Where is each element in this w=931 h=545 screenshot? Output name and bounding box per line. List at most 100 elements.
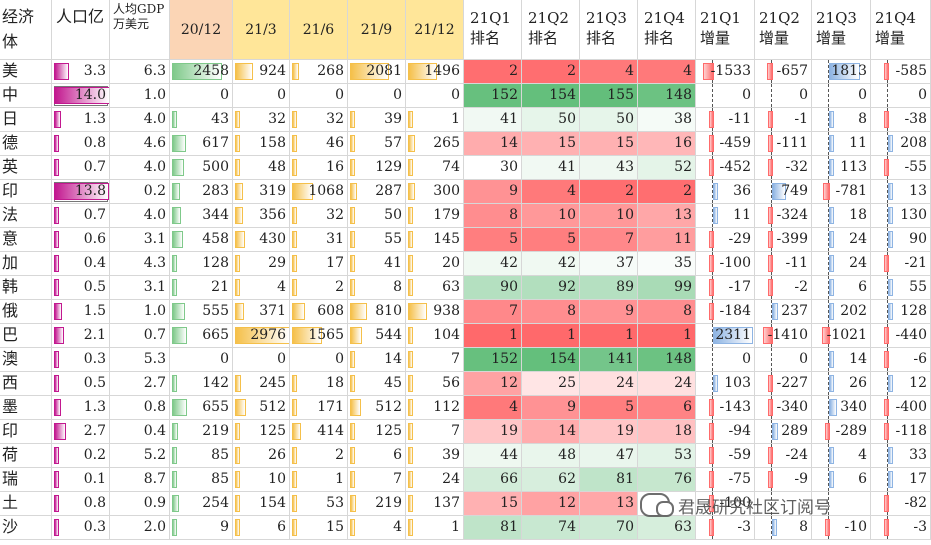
row-month-value[interactable]: 0 (233, 84, 290, 108)
row-month-value[interactable]: 125 (348, 420, 406, 444)
row-change-value[interactable]: -75 (696, 468, 755, 492)
row-month-value[interactable]: 6 (233, 516, 290, 540)
header-change-0[interactable]: 21Q1增量 (696, 0, 755, 60)
row-rank-value[interactable]: 141 (580, 348, 638, 372)
row-gdp-per-capita[interactable]: 4.6 (110, 132, 170, 156)
row-change-value[interactable]: -11 (755, 252, 812, 276)
row-month-value[interactable]: 45 (348, 372, 406, 396)
row-month-value[interactable]: 414 (290, 420, 348, 444)
row-rank-value[interactable]: 148 (638, 84, 696, 108)
row-change-value[interactable] (755, 492, 812, 516)
row-change-value[interactable]: 4 (812, 444, 871, 468)
row-month-value[interactable]: 16 (290, 156, 348, 180)
row-change-value[interactable]: 36 (696, 180, 755, 204)
row-rank-value[interactable]: 7 (580, 228, 638, 252)
row-rank-value[interactable]: 9 (464, 180, 522, 204)
row-change-value[interactable]: 130 (871, 204, 931, 228)
row-month-value[interactable]: 2 (290, 276, 348, 300)
row-rank-value[interactable]: 154 (522, 348, 580, 372)
row-gdp-per-capita[interactable]: 1.0 (110, 300, 170, 324)
row-month-value[interactable]: 57 (348, 132, 406, 156)
row-rank-value[interactable]: 9 (522, 396, 580, 420)
row-population[interactable]: 1.3 (52, 108, 110, 132)
row-economy-name[interactable]: 土 (0, 492, 52, 516)
row-gdp-per-capita[interactable]: 2.7 (110, 372, 170, 396)
row-month-value[interactable]: 608 (290, 300, 348, 324)
row-month-value[interactable]: 85 (170, 444, 233, 468)
row-month-value[interactable]: 142 (170, 372, 233, 396)
row-economy-name[interactable]: 中 (0, 84, 52, 108)
row-change-value[interactable]: 2311 (696, 324, 755, 348)
row-rank-value[interactable]: 81 (464, 516, 522, 540)
row-month-value[interactable]: 1496 (406, 60, 464, 84)
row-change-value[interactable]: -1410 (755, 324, 812, 348)
row-change-value[interactable]: -10 (812, 516, 871, 540)
row-change-value[interactable]: 289 (755, 420, 812, 444)
row-month-value[interactable]: 4 (348, 516, 406, 540)
row-month-value[interactable]: 104 (406, 324, 464, 348)
row-month-value[interactable]: 112 (406, 396, 464, 420)
row-change-value[interactable]: 113 (812, 156, 871, 180)
row-change-value[interactable]: -100 (696, 252, 755, 276)
row-month-value[interactable]: 254 (170, 492, 233, 516)
row-gdp-per-capita[interactable]: 3.1 (110, 276, 170, 300)
row-rank-value[interactable]: 50 (522, 108, 580, 132)
row-month-value[interactable]: 7 (406, 348, 464, 372)
row-economy-name[interactable]: 意 (0, 228, 52, 252)
row-month-value[interactable]: 458 (170, 228, 233, 252)
row-population[interactable]: 0.5 (52, 372, 110, 396)
row-month-value[interactable]: 14 (348, 348, 406, 372)
row-economy-name[interactable]: 英 (0, 156, 52, 180)
row-month-value[interactable]: 7 (348, 468, 406, 492)
row-change-value[interactable]: 340 (812, 396, 871, 420)
row-rank-value[interactable]: 66 (464, 468, 522, 492)
row-month-value[interactable]: 512 (348, 396, 406, 420)
header-change-1[interactable]: 21Q2增量 (755, 0, 812, 60)
row-economy-name[interactable]: 印 (0, 180, 52, 204)
row-change-value[interactable]: 26 (812, 372, 871, 396)
row-economy-name[interactable]: 瑞 (0, 468, 52, 492)
row-change-value[interactable]: -184 (696, 300, 755, 324)
row-month-value[interactable]: 158 (233, 132, 290, 156)
row-rank-value[interactable]: 1 (522, 324, 580, 348)
row-economy-name[interactable]: 墨 (0, 396, 52, 420)
row-population[interactable]: 2.7 (52, 420, 110, 444)
row-change-value[interactable]: 103 (696, 372, 755, 396)
row-gdp-per-capita[interactable]: 0.8 (110, 396, 170, 420)
row-change-value[interactable]: -452 (696, 156, 755, 180)
row-rank-value[interactable]: 15 (464, 492, 522, 516)
row-rank-value[interactable]: 42 (522, 252, 580, 276)
row-month-value[interactable]: 48 (233, 156, 290, 180)
row-change-value[interactable]: -657 (755, 60, 812, 84)
row-month-value[interactable]: 268 (290, 60, 348, 84)
row-change-value[interactable]: 237 (755, 300, 812, 324)
row-month-value[interactable]: 555 (170, 300, 233, 324)
row-month-value[interactable]: 17 (290, 252, 348, 276)
row-change-value[interactable]: 17 (871, 468, 931, 492)
row-month-value[interactable]: 2458 (170, 60, 233, 84)
row-change-value[interactable]: 128 (871, 300, 931, 324)
row-month-value[interactable]: 9 (170, 516, 233, 540)
row-gdp-per-capita[interactable]: 0.4 (110, 420, 170, 444)
row-rank-value[interactable]: 44 (464, 444, 522, 468)
row-month-value[interactable]: 2081 (348, 60, 406, 84)
row-rank-value[interactable]: 89 (580, 276, 638, 300)
row-change-value[interactable]: 0 (755, 348, 812, 372)
row-rank-value[interactable]: 10 (580, 204, 638, 228)
row-rank-value[interactable]: 15 (580, 132, 638, 156)
row-change-value[interactable]: -32 (755, 156, 812, 180)
row-population[interactable]: 3.3 (52, 60, 110, 84)
row-economy-name[interactable]: 巴 (0, 324, 52, 348)
row-economy-name[interactable]: 沙 (0, 516, 52, 540)
row-rank-value[interactable]: 19 (464, 420, 522, 444)
row-month-value[interactable]: 171 (290, 396, 348, 420)
row-rank-value[interactable]: 5 (464, 228, 522, 252)
row-change-value[interactable]: -340 (755, 396, 812, 420)
row-month-value[interactable]: 4 (233, 276, 290, 300)
row-month-value[interactable]: 665 (170, 324, 233, 348)
row-month-value[interactable]: 810 (348, 300, 406, 324)
row-month-value[interactable]: 15 (290, 516, 348, 540)
row-change-value[interactable]: 12 (871, 372, 931, 396)
row-gdp-per-capita[interactable]: 4.0 (110, 204, 170, 228)
row-month-value[interactable]: 39 (348, 108, 406, 132)
